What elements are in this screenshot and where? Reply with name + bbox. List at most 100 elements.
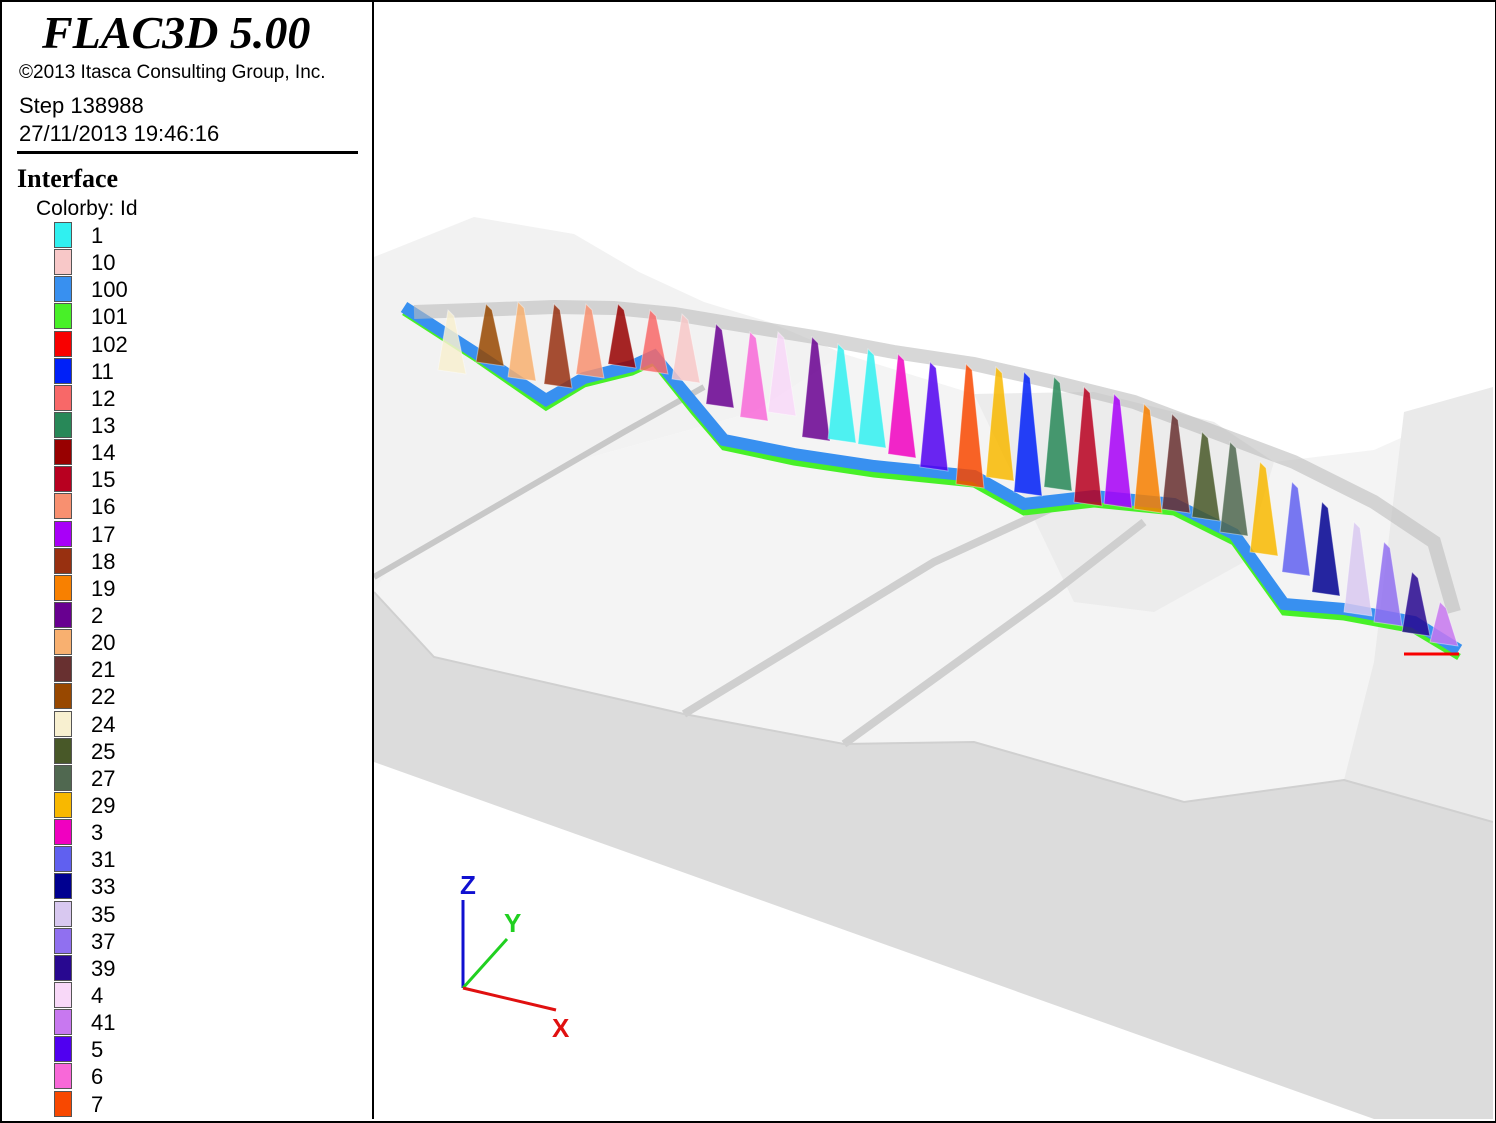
legend-item: 4 [54, 981, 354, 1009]
legend-swatch [54, 439, 72, 466]
legend-swatch [54, 249, 72, 276]
legend-swatch [54, 1036, 72, 1063]
dam-monolith [827, 342, 857, 444]
legend-swatch [54, 547, 72, 574]
legend-item: 2 [54, 601, 354, 629]
dam-monolith [1311, 500, 1341, 597]
legend-item: 41 [54, 1009, 354, 1036]
dam-monolith [1249, 460, 1279, 557]
dam-monolith [767, 330, 797, 417]
dam-monolith [955, 362, 985, 489]
legend-item: 1 [54, 222, 354, 249]
dam-monolith [1191, 430, 1221, 522]
terrain-groove-1 [681, 503, 1056, 718]
legend-swatch [54, 357, 72, 384]
legend-item-label: 11 [91, 358, 114, 384]
dam-monolith [1043, 375, 1073, 492]
dam-monolith [575, 302, 605, 379]
x-axis-line [462, 986, 557, 1012]
legend-item-label: 10 [91, 250, 116, 276]
legend-swatch [54, 493, 72, 520]
dam-monolith [1401, 570, 1431, 637]
legend-item-label: 17 [91, 521, 116, 547]
copyright-text: ©2013 Itasca Consulting Group, Inc. [19, 62, 326, 83]
legend-item-label: 31 [91, 847, 116, 873]
dam-monolith [1073, 385, 1103, 507]
legend-item: 7 [54, 1090, 354, 1118]
legend-item: 11 [54, 357, 354, 385]
dam-monolith [437, 308, 467, 375]
legend-item-label: 22 [91, 684, 116, 710]
legend-swatch [54, 303, 72, 330]
legend-item-label: 5 [91, 1037, 104, 1063]
legend-item: 102 [54, 330, 354, 358]
legend-item: 29 [54, 791, 354, 819]
legend-swatch [54, 846, 72, 873]
x-axis-label: X [552, 1013, 570, 1043]
dam-monolith [887, 352, 917, 459]
dam-monolith [1373, 540, 1403, 627]
legend-swatch [54, 873, 72, 900]
terrain-front-face [374, 592, 1493, 1119]
header-divider [17, 151, 358, 154]
legend-item: 100 [54, 276, 354, 303]
legend-item: 15 [54, 466, 354, 493]
legend-item: 35 [54, 900, 354, 928]
legend-item-label: 35 [91, 901, 116, 927]
legend-item: 12 [54, 384, 354, 412]
legend-swatch [54, 819, 72, 846]
dam-monolith [475, 302, 505, 367]
step-counter: Step 138988 [19, 93, 144, 118]
legend-item-label: 3 [91, 820, 104, 846]
legend-item: 101 [54, 303, 354, 330]
legend-item-label: 37 [91, 928, 116, 954]
legend-item-label: 4 [91, 982, 104, 1008]
dam-monolith [919, 360, 949, 472]
legend-item-label: 12 [91, 385, 116, 411]
axis-triad: Z Y X [460, 870, 570, 1043]
legend-panel: FLAC3D 5.00 ©2013 Itasca Consulting Grou… [2, 2, 374, 1119]
legend-item: 18 [54, 547, 354, 575]
legend-swatch [54, 737, 72, 764]
legend-item-label: 7 [91, 1091, 104, 1117]
legend-swatch [54, 1090, 72, 1117]
legend-item: 5 [54, 1036, 354, 1063]
dam-monolith [985, 365, 1015, 482]
terrain-ridge-line [374, 384, 706, 580]
dam-monolith [1219, 440, 1249, 537]
legend-item-label: 14 [91, 440, 116, 466]
dam-monoliths [437, 300, 1459, 647]
legend-item-label: 15 [91, 467, 116, 493]
legend-swatch [54, 954, 72, 981]
z-axis-label: Z [460, 870, 476, 900]
legend-item: 3 [54, 819, 354, 846]
model-viewport[interactable]: Z Y X [374, 2, 1493, 1119]
colorby-label: Colorby: Id [36, 197, 138, 220]
legend-item: 16 [54, 493, 354, 520]
legend-item: 25 [54, 737, 354, 765]
y-axis-label: Y [504, 908, 521, 938]
dam-monolith [1103, 392, 1133, 509]
timestamp: 27/11/2013 19:46:16 [19, 121, 220, 146]
legend-list: 1 10 100 101 102 11 12 13 14 15 16 17 18 19 2 20 21 22 24 2… [54, 222, 354, 1118]
legend-item-label: 2 [91, 602, 104, 628]
legend-swatch [54, 466, 72, 493]
legend-swatch [54, 629, 72, 656]
legend-swatch [54, 1063, 72, 1090]
legend-item: 20 [54, 629, 354, 656]
legend-swatch [54, 927, 72, 954]
legend-item-label: 101 [91, 304, 128, 330]
legend-item-label: 102 [91, 331, 128, 357]
legend-item-label: 41 [91, 1010, 116, 1036]
legend-item: 21 [54, 656, 354, 683]
dam-monolith [671, 312, 701, 384]
legend-item: 10 [54, 249, 354, 276]
legend-swatch [54, 574, 72, 601]
app-title: FLAC3D 5.00 [42, 7, 311, 58]
legend-swatch [54, 1009, 72, 1036]
legend-swatch [54, 276, 72, 303]
legend-item-label: 100 [91, 277, 128, 303]
legend-swatch [54, 411, 72, 438]
legend-swatch [54, 656, 72, 683]
legend-item: 17 [54, 520, 354, 548]
